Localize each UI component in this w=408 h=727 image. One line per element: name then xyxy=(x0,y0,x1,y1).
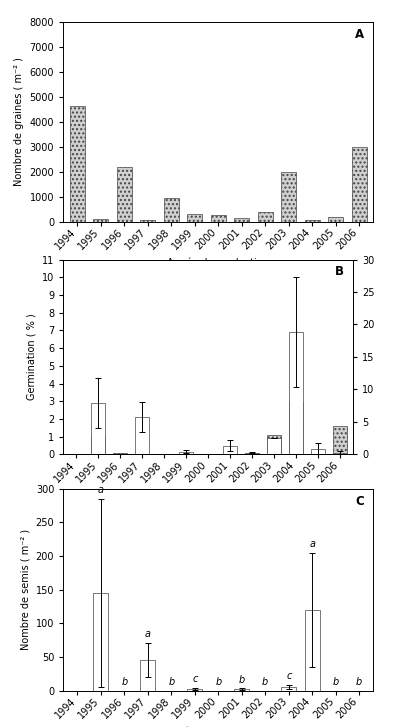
Text: A: A xyxy=(355,28,364,41)
Bar xyxy=(211,214,226,222)
Bar xyxy=(245,453,259,454)
Bar xyxy=(333,453,347,454)
Bar xyxy=(93,220,109,222)
Y-axis label: Nombre de graines ( m⁻² ): Nombre de graines ( m⁻² ) xyxy=(14,57,24,186)
Bar xyxy=(140,659,155,691)
Bar xyxy=(70,105,85,222)
Bar xyxy=(187,688,202,691)
Bar xyxy=(310,449,325,454)
X-axis label: Année de germination: Année de germination xyxy=(154,490,262,501)
Y-axis label: Germination ( % ): Germination ( % ) xyxy=(27,313,36,401)
Bar xyxy=(135,417,149,454)
Bar xyxy=(179,451,193,454)
Text: b: b xyxy=(121,678,127,687)
Text: a: a xyxy=(98,486,104,495)
Bar xyxy=(289,403,303,454)
Bar xyxy=(117,166,132,222)
Bar xyxy=(234,219,249,222)
Bar xyxy=(257,212,273,222)
Bar xyxy=(223,446,237,454)
Text: a: a xyxy=(145,630,151,640)
Bar xyxy=(187,214,202,222)
Bar xyxy=(140,220,155,222)
Text: b: b xyxy=(356,678,362,687)
Bar xyxy=(333,426,347,454)
Bar xyxy=(305,610,320,691)
Text: b: b xyxy=(262,678,268,687)
Bar xyxy=(281,686,296,691)
Y-axis label: Nombre de semis ( m⁻² ): Nombre de semis ( m⁻² ) xyxy=(20,529,30,650)
Text: c: c xyxy=(286,671,291,681)
Bar xyxy=(289,332,303,454)
Text: C: C xyxy=(355,494,364,507)
Bar xyxy=(328,217,344,222)
Bar xyxy=(352,147,367,222)
Text: B: B xyxy=(335,265,344,278)
Text: a: a xyxy=(309,539,315,549)
Text: b: b xyxy=(168,678,175,687)
Bar xyxy=(234,689,249,691)
Bar xyxy=(267,438,281,454)
Bar xyxy=(281,172,296,222)
Text: b: b xyxy=(239,675,245,685)
Bar xyxy=(93,593,109,691)
Text: b: b xyxy=(333,678,339,687)
Bar xyxy=(164,198,179,222)
Text: c: c xyxy=(192,674,197,684)
X-axis label: Année de production: Année de production xyxy=(167,257,269,268)
Bar xyxy=(91,435,106,454)
Bar xyxy=(91,403,106,454)
Bar xyxy=(305,220,320,222)
Bar xyxy=(113,453,127,454)
Text: b: b xyxy=(215,678,222,687)
Bar xyxy=(267,435,281,454)
